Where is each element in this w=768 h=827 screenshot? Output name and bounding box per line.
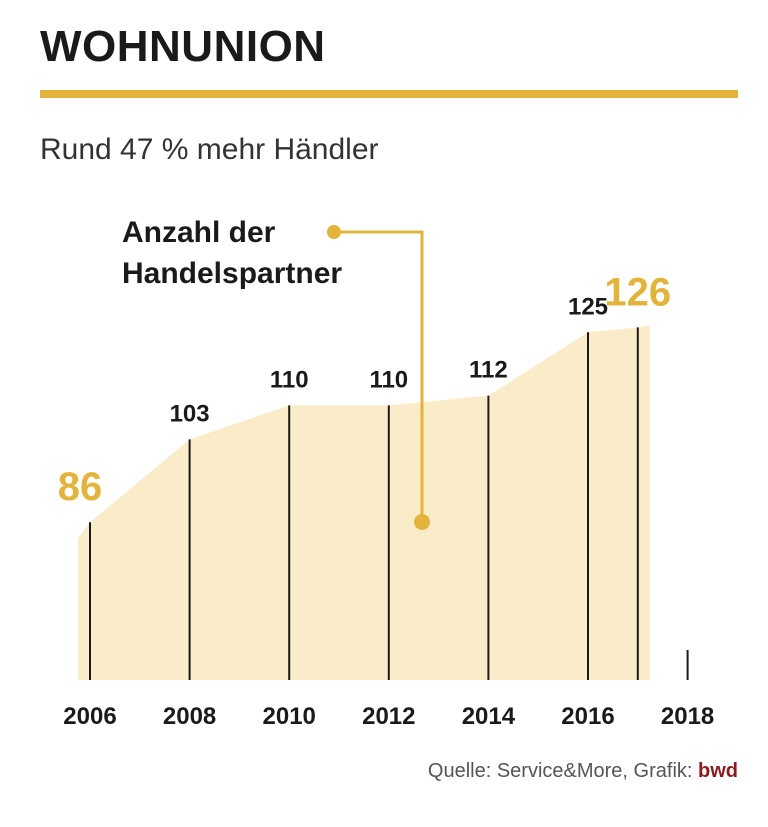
source-brand: bwd [698,760,738,782]
x-tick-label-2006: 2006 [63,703,116,730]
annotation-text-line-2: Handelspartner [122,257,342,290]
x-tick-label-2012: 2012 [362,703,415,730]
data-label-2014: 112 [469,357,508,384]
source-note: Quelle: Service&More, Grafik: bwd [428,760,738,783]
data-label-2006: 86 [58,465,103,509]
x-tick-label-2018: 2018 [661,703,714,730]
title-rule [40,90,738,98]
chart-title: WOHNUNION [40,22,326,71]
x-tick-label-2008: 2008 [163,703,216,730]
data-label-2016: 125 [568,293,608,320]
x-tick-label-2016: 2016 [561,703,614,730]
x-tick-label-2010: 2010 [263,703,316,730]
data-label-2010: 110 [270,366,309,393]
data-label-2012: 110 [369,366,408,393]
x-tick-label-2014: 2014 [462,703,516,730]
area-fill [78,325,650,680]
annotation-text-line-1: Anzahl der [122,216,276,249]
annotation-leader [334,230,424,522]
source-text: Quelle: Service&More, Grafik: [427,760,698,782]
annotation-dot-start [327,225,341,239]
annotation-dot-end [414,514,430,530]
data-label-2008: 103 [170,400,210,427]
chart-subtitle: Rund 47 % mehr Händler [40,133,379,166]
data-label-2017: 126 [604,270,671,314]
